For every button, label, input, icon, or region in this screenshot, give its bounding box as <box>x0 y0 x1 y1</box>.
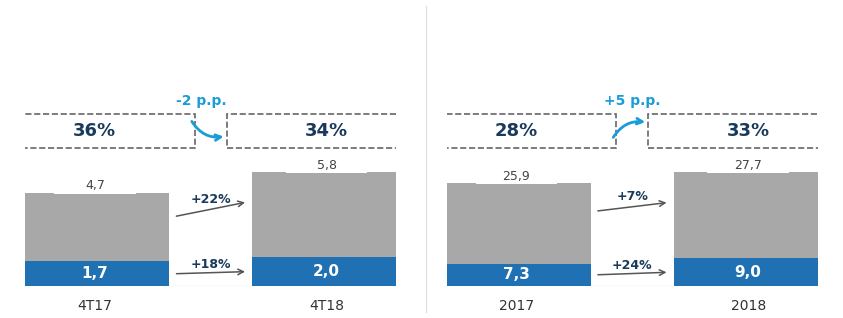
Text: +22%: +22% <box>191 193 231 206</box>
Bar <box>21 261 169 286</box>
Text: 34%: 34% <box>305 122 348 140</box>
Text: +7%: +7% <box>616 190 648 203</box>
Bar <box>253 172 401 257</box>
Text: -2 p.p.: -2 p.p. <box>176 94 227 108</box>
Text: 9,0: 9,0 <box>735 265 761 280</box>
Bar <box>253 257 401 286</box>
FancyBboxPatch shape <box>707 166 789 173</box>
Text: 33%: 33% <box>727 122 770 140</box>
Text: 4T17: 4T17 <box>78 299 112 313</box>
Text: 28%: 28% <box>495 122 538 140</box>
Text: +24%: +24% <box>612 259 652 272</box>
Text: +18%: +18% <box>191 259 231 272</box>
Text: 7,3: 7,3 <box>503 267 529 282</box>
Text: 36%: 36% <box>73 122 116 140</box>
Text: 2017: 2017 <box>499 299 534 313</box>
FancyBboxPatch shape <box>286 166 368 173</box>
Bar <box>21 193 169 261</box>
FancyBboxPatch shape <box>0 114 195 148</box>
Text: 4,7: 4,7 <box>85 179 105 192</box>
Bar <box>443 183 590 264</box>
Text: 25,9: 25,9 <box>502 170 530 183</box>
FancyBboxPatch shape <box>227 114 427 148</box>
Text: 2,0: 2,0 <box>313 264 341 279</box>
Text: +5 p.p.: +5 p.p. <box>604 94 661 108</box>
FancyBboxPatch shape <box>475 177 557 184</box>
Bar <box>443 264 590 286</box>
FancyBboxPatch shape <box>416 114 616 148</box>
Text: 2018: 2018 <box>731 299 765 313</box>
Bar <box>674 258 822 286</box>
Text: 5,8: 5,8 <box>317 159 336 172</box>
FancyBboxPatch shape <box>648 114 843 148</box>
Bar <box>674 172 822 258</box>
FancyBboxPatch shape <box>54 186 136 194</box>
Text: 1,7: 1,7 <box>82 266 108 281</box>
Text: 4T18: 4T18 <box>309 299 344 313</box>
Text: 27,7: 27,7 <box>734 159 762 172</box>
